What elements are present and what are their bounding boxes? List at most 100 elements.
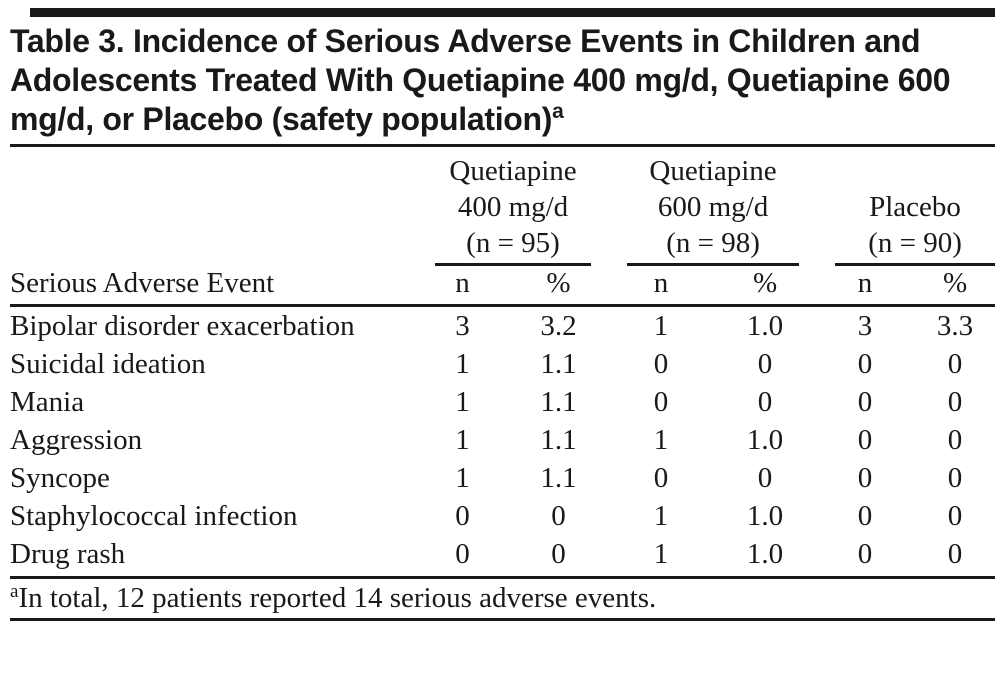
- value-cell: 0: [857, 462, 873, 494]
- footnote-divider-rule: [10, 576, 995, 579]
- column-group-placebo: Placebo (n = 90): [815, 147, 996, 266]
- value-cell: 0: [947, 348, 963, 380]
- value-cell: 0: [757, 348, 773, 380]
- value-cell: 1: [455, 386, 470, 418]
- subheader-n: n: [815, 266, 916, 307]
- event-label: Bipolar disorder exacerbation: [10, 310, 355, 342]
- value-cell: 1: [653, 538, 669, 570]
- table-row: Staphylococcal infection 0 0 1 1.0 0 0: [10, 497, 995, 535]
- adverse-events-table: Serious Adverse Event Quetiapine 400 mg/…: [10, 147, 996, 574]
- group-label-line: (n = 90): [868, 227, 962, 259]
- value-cell: 0: [757, 462, 773, 494]
- group-label-line: Placebo: [869, 191, 961, 223]
- table-title-footnote-marker: a: [552, 100, 564, 123]
- subheader-n: n: [415, 266, 510, 307]
- value-cell: 1: [455, 462, 470, 494]
- event-cell: Syncope: [10, 459, 415, 497]
- group-label-line: Quetiapine: [649, 155, 777, 187]
- value-cell: 1.1: [540, 348, 577, 380]
- value-cell: 0: [857, 424, 873, 456]
- value-cell: 1.0: [746, 424, 784, 456]
- event-label: Staphylococcal infection: [10, 500, 298, 532]
- footnote-marker: a: [10, 581, 19, 602]
- top-rule: [30, 8, 995, 17]
- event-label: Drug rash: [10, 538, 126, 570]
- value-cell: 0: [947, 386, 963, 418]
- value-cell: 1.1: [540, 462, 577, 494]
- subheader-pct: %: [715, 266, 816, 307]
- subheader-pct: %: [915, 266, 996, 307]
- value-cell: 1: [653, 310, 669, 342]
- column-group-quetiapine-600: Quetiapine 600 mg/d (n = 98): [607, 147, 815, 266]
- value-cell: 3.2: [540, 310, 577, 342]
- value-cell: 1: [653, 500, 669, 532]
- group-header-row: Serious Adverse Event Quetiapine 400 mg/…: [10, 147, 996, 307]
- title-divider-rule: [10, 144, 995, 147]
- column-header-event: Serious Adverse Event: [10, 147, 415, 307]
- subheader-row: n % n % n %: [10, 266, 996, 307]
- event-cell: Aggression: [10, 421, 415, 459]
- value-cell: 0: [947, 424, 963, 456]
- value-cell: 0: [857, 500, 873, 532]
- group-label-line: 600 mg/d: [657, 191, 769, 223]
- table-row: Aggression 1 1.1 1 1.0 0 0: [10, 421, 995, 459]
- value-cell: 1.0: [746, 538, 784, 570]
- value-cell: 0: [653, 462, 669, 494]
- event-cell: Staphylococcal infection: [10, 497, 415, 535]
- value-cell: 0: [455, 500, 470, 532]
- table-row: Drug rash 0 0 1 1.0 0 0: [10, 535, 995, 573]
- column-group-quetiapine-400: Quetiapine 400 mg/d (n = 95): [415, 147, 607, 266]
- value-cell: 0: [653, 348, 669, 380]
- event-cell: Drug rash: [10, 535, 415, 573]
- value-cell: 1: [653, 424, 669, 456]
- event-label: Suicidal ideation: [10, 348, 206, 380]
- group-label-line: 400 mg/d: [457, 191, 569, 223]
- value-cell: 0: [857, 538, 873, 570]
- value-cell: 1.1: [540, 424, 577, 456]
- event-label: Aggression: [10, 424, 143, 456]
- table-row: Suicidal ideation 1 1.1 0 0 0 0: [10, 345, 995, 383]
- bottom-rule: [10, 618, 995, 621]
- subheader-pct: %: [510, 266, 608, 307]
- value-cell: 3: [455, 310, 470, 342]
- value-cell: 0: [947, 462, 963, 494]
- group-label-placebo: Placebo (n = 90): [835, 189, 996, 266]
- table-row: Syncope 1 1.1 0 0 0 0: [10, 459, 995, 497]
- value-cell: 1: [455, 348, 470, 380]
- value-cell: 1.1: [540, 386, 577, 418]
- event-label: Syncope: [10, 462, 110, 494]
- event-cell: Mania: [10, 383, 415, 421]
- table-footnote: aIn total, 12 patients reported 14 serio…: [10, 579, 995, 618]
- value-cell: 0: [455, 538, 470, 570]
- table-row: Bipolar disorder exacerbation 3 3.2 1 1.…: [10, 306, 995, 346]
- value-cell: 0: [653, 386, 669, 418]
- table-title-text: Table 3. Incidence of Serious Adverse Ev…: [10, 23, 951, 137]
- event-cell: Bipolar disorder exacerbation: [10, 306, 415, 346]
- table-header: Serious Adverse Event Quetiapine 400 mg/…: [10, 147, 996, 307]
- value-cell: 1: [455, 424, 470, 456]
- footnote-text: In total, 12 patients reported 14 seriou…: [18, 582, 657, 614]
- value-cell: 1.0: [746, 500, 784, 532]
- group-label-quetiapine-400: Quetiapine 400 mg/d (n = 95): [435, 153, 592, 266]
- event-cell: Suicidal ideation: [10, 345, 415, 383]
- table-row: Mania 1 1.1 0 0 0 0: [10, 383, 995, 421]
- value-cell: 0: [947, 538, 963, 570]
- group-label-line: (n = 95): [466, 227, 560, 259]
- group-label-quetiapine-600: Quetiapine 600 mg/d (n = 98): [627, 153, 800, 266]
- value-cell: 0: [857, 386, 873, 418]
- value-cell: 0: [551, 500, 566, 532]
- value-cell: 0: [757, 386, 773, 418]
- value-cell: 0: [947, 500, 963, 532]
- value-cell: 3.3: [936, 310, 974, 342]
- value-cell: 1.0: [746, 310, 784, 342]
- value-cell: 0: [857, 348, 873, 380]
- group-label-line: (n = 98): [666, 227, 760, 259]
- value-cell: 3: [857, 310, 873, 342]
- event-label: Mania: [10, 386, 85, 418]
- table-body: Bipolar disorder exacerbation 3 3.2 1 1.…: [10, 306, 995, 574]
- table-title: Table 3. Incidence of Serious Adverse Ev…: [10, 22, 995, 139]
- subheader-n: n: [607, 266, 716, 307]
- value-cell: 0: [551, 538, 566, 570]
- group-label-line: Quetiapine: [449, 155, 577, 187]
